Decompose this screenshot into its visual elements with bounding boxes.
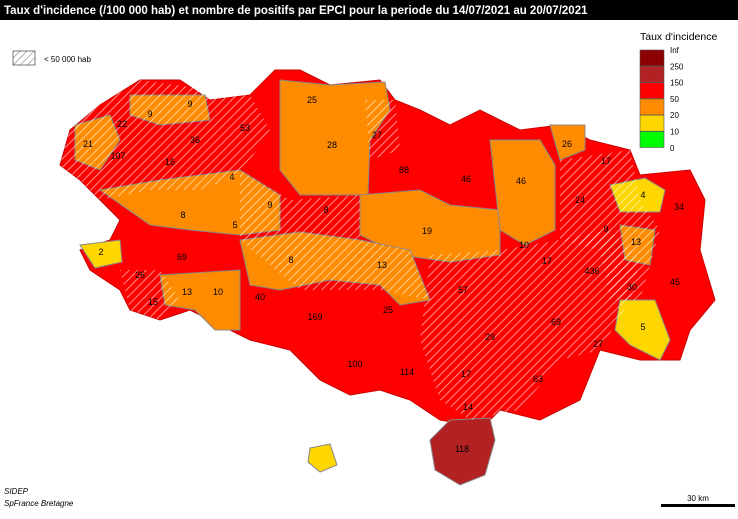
map-label: 10 xyxy=(213,287,223,297)
scale-label: 30 km xyxy=(687,494,709,503)
map-label: 28 xyxy=(327,140,337,150)
map-label: 2 xyxy=(98,247,103,257)
map-regions xyxy=(59,69,716,486)
map-label: 13 xyxy=(631,237,641,247)
map-label: 5 xyxy=(640,322,645,332)
region-yellow xyxy=(79,239,123,269)
legend-title: Taux d'incidence xyxy=(640,31,717,43)
map-label: 9 xyxy=(147,109,152,119)
hatch-overlay xyxy=(420,230,640,420)
map-label: 9 xyxy=(187,99,192,109)
map-label: 57 xyxy=(458,285,468,295)
map-label: 27 xyxy=(593,339,603,349)
map-label: 46 xyxy=(516,176,526,186)
map-label: 29 xyxy=(485,332,495,342)
map-label: 9 xyxy=(267,200,272,210)
hatch-overlay xyxy=(240,170,430,300)
map-label: 19 xyxy=(422,226,432,236)
legend-swatch xyxy=(639,131,665,148)
legend-label: 10 xyxy=(670,128,679,137)
map-label: 107 xyxy=(110,151,125,161)
legend: Inf 250 150 50 20 10 0 xyxy=(639,46,684,153)
hatch-overlay xyxy=(120,270,180,320)
map-label: 63 xyxy=(533,374,543,384)
map-label: 36 xyxy=(190,135,200,145)
legend-swatch xyxy=(639,49,665,67)
map-label: 5 xyxy=(232,220,237,230)
map-label: 22 xyxy=(117,119,127,129)
map-label: 24 xyxy=(575,195,585,205)
hatch-overlay xyxy=(60,80,270,200)
hatch-legend-label: < 50 000 hab xyxy=(44,55,91,64)
map-label: 26 xyxy=(135,270,145,280)
map-label: 8 xyxy=(288,255,293,265)
source-line: SIDEP xyxy=(4,487,29,496)
map-label: 8 xyxy=(323,205,328,215)
map-label: 13 xyxy=(377,260,387,270)
map-label: 17 xyxy=(542,256,552,266)
hatch-overlay xyxy=(365,100,400,160)
map-label: 10 xyxy=(519,240,529,250)
legend-label: 250 xyxy=(670,62,684,71)
map-label: 100 xyxy=(347,359,362,369)
legend-swatch xyxy=(639,82,665,99)
source-line: SpFrance Bretagne xyxy=(4,499,74,508)
legend-swatch xyxy=(639,98,665,116)
region-orange xyxy=(549,124,586,161)
map-label: 8 xyxy=(180,210,185,220)
map-label: 14 xyxy=(463,402,473,412)
map-label: 53 xyxy=(240,123,250,133)
map-label: 114 xyxy=(400,367,414,377)
map-label: 34 xyxy=(674,202,684,212)
map-label: 45 xyxy=(670,277,680,287)
map-label: 69 xyxy=(177,252,187,262)
map-label: 4 xyxy=(640,190,645,200)
map-label: 16 xyxy=(165,157,175,167)
region-darkred xyxy=(429,417,496,486)
legend-label: 150 xyxy=(670,79,684,88)
map-label: 40 xyxy=(255,292,265,302)
legend-label: 0 xyxy=(670,144,675,153)
legend-swatch xyxy=(639,66,665,83)
legend-label: Inf xyxy=(670,46,680,55)
map-label: 17 xyxy=(601,156,611,166)
map-label: 69 xyxy=(551,317,561,327)
map-label: 15 xyxy=(148,297,158,307)
map-label: 118 xyxy=(455,444,469,454)
map-label: 13 xyxy=(182,287,192,297)
hatch-overlay xyxy=(560,150,660,300)
legend-label: 50 xyxy=(670,95,679,104)
region-yellow xyxy=(614,299,671,361)
map-label: 26 xyxy=(562,139,572,149)
map-label: 169 xyxy=(307,312,322,322)
map-label: 27 xyxy=(372,130,382,140)
hatch-swatch xyxy=(12,50,36,66)
map-label: 30 xyxy=(627,282,637,292)
title: Taux d'incidence (/100 000 hab) et nombr… xyxy=(4,5,588,17)
legend-label: 20 xyxy=(670,111,679,120)
map-label: 436 xyxy=(584,266,599,276)
region-yellow xyxy=(307,443,338,473)
map-label: 25 xyxy=(307,95,317,105)
map-label: 17 xyxy=(461,369,471,379)
map-label: 21 xyxy=(83,139,93,149)
title-bar xyxy=(0,0,738,20)
scale-bar xyxy=(661,504,735,507)
region-orange xyxy=(489,139,556,246)
map-label: 46 xyxy=(461,174,471,184)
map-label: 4 xyxy=(229,172,234,182)
legend-swatch xyxy=(639,114,665,132)
map-label: 88 xyxy=(399,165,409,175)
map-label: 25 xyxy=(383,305,393,315)
map-label: 9 xyxy=(603,224,608,234)
